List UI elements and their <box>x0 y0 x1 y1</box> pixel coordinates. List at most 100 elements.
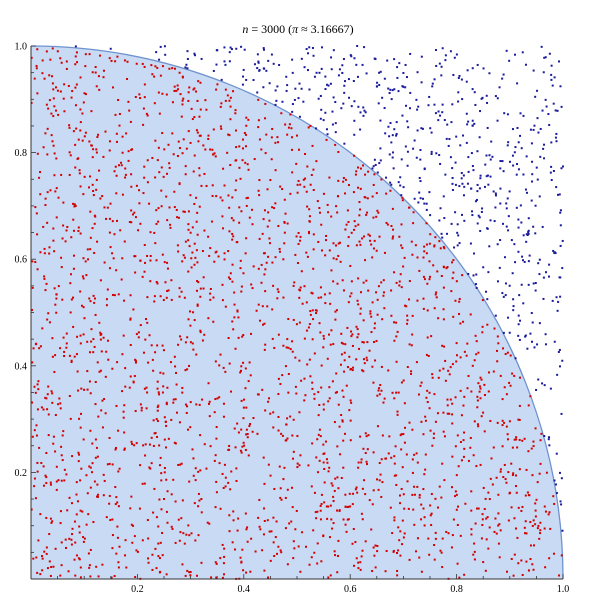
inside-point <box>239 449 242 452</box>
outside-point <box>393 128 396 131</box>
inside-point <box>531 563 534 566</box>
inside-point <box>221 543 224 546</box>
inside-point <box>156 282 159 285</box>
inside-point <box>52 115 55 118</box>
inside-point <box>83 317 86 320</box>
outside-point <box>517 218 520 221</box>
inside-point <box>200 561 203 564</box>
inside-point <box>309 310 312 313</box>
outside-point <box>538 258 541 261</box>
inside-point <box>31 401 34 404</box>
inside-point <box>420 381 423 384</box>
outside-point <box>406 164 409 167</box>
inside-point <box>459 389 462 392</box>
inside-point <box>223 573 225 576</box>
inside-point <box>534 427 537 430</box>
inside-point <box>324 302 327 305</box>
inside-point <box>416 256 419 259</box>
x-tick-label: 0.4 <box>238 584 251 595</box>
inside-point <box>90 110 93 113</box>
inside-point <box>97 575 100 578</box>
inside-point <box>291 136 294 139</box>
inside-point <box>383 307 386 310</box>
inside-point <box>346 209 349 212</box>
inside-point <box>335 258 338 261</box>
inside-point <box>197 492 200 495</box>
outside-point <box>553 251 556 254</box>
inside-point <box>231 238 234 241</box>
outside-point <box>449 156 452 159</box>
outside-point <box>518 338 521 341</box>
inside-point <box>382 279 385 282</box>
inside-point <box>493 327 496 330</box>
outside-point <box>454 183 457 186</box>
inside-point <box>336 282 339 285</box>
inside-point <box>438 369 441 372</box>
outside-point <box>486 298 489 301</box>
inside-point <box>144 318 147 321</box>
inside-point <box>297 545 300 548</box>
inside-point <box>191 251 194 254</box>
outside-point <box>544 98 547 101</box>
outside-point <box>473 91 476 94</box>
outside-point <box>553 76 556 79</box>
outside-point <box>224 63 227 66</box>
inside-point <box>347 301 350 304</box>
inside-point <box>494 517 497 520</box>
inside-point <box>329 302 332 305</box>
inside-point <box>59 522 62 525</box>
outside-point <box>349 54 352 57</box>
inside-point <box>105 298 108 301</box>
inside-point <box>190 107 193 110</box>
inside-point <box>291 350 294 353</box>
inside-point <box>423 524 426 527</box>
inside-point <box>95 565 98 568</box>
inside-point <box>245 433 248 436</box>
inside-point <box>215 437 218 440</box>
outside-point <box>458 74 461 77</box>
inside-point <box>263 482 266 485</box>
inside-point <box>103 261 106 264</box>
inside-point <box>434 537 437 540</box>
inside-point <box>344 192 347 195</box>
outside-point <box>485 175 488 178</box>
outside-point <box>291 110 294 113</box>
outside-point <box>332 96 335 99</box>
inside-point <box>474 522 477 525</box>
inside-point <box>244 133 247 136</box>
outside-point <box>405 76 408 79</box>
inside-point <box>104 412 107 415</box>
inside-point <box>213 152 216 155</box>
inside-point <box>435 296 438 299</box>
inside-point <box>59 510 62 513</box>
outside-point <box>552 249 555 252</box>
outside-point <box>334 131 337 134</box>
inside-point <box>89 210 92 213</box>
inside-point <box>35 556 38 559</box>
outside-point <box>517 141 520 144</box>
outside-point <box>415 156 418 159</box>
inside-point <box>195 90 198 93</box>
inside-point <box>291 506 294 509</box>
inside-point <box>94 438 97 441</box>
inside-point <box>222 486 225 489</box>
outside-point <box>262 47 265 50</box>
outside-point <box>322 119 325 122</box>
inside-point <box>486 516 489 519</box>
inside-point <box>124 539 127 542</box>
inside-point <box>344 343 347 346</box>
inside-point <box>328 466 331 469</box>
x-tick-label: 1.0 <box>557 584 570 595</box>
inside-point <box>417 393 420 396</box>
inside-point <box>117 98 120 101</box>
inside-point <box>113 294 116 297</box>
inside-point <box>173 85 176 88</box>
inside-point <box>48 252 51 255</box>
inside-point <box>229 164 232 167</box>
inside-point <box>287 372 290 375</box>
inside-point <box>332 343 335 346</box>
inside-point <box>295 323 298 326</box>
inside-point <box>403 507 406 510</box>
inside-point <box>63 468 66 471</box>
inside-point <box>89 248 92 251</box>
